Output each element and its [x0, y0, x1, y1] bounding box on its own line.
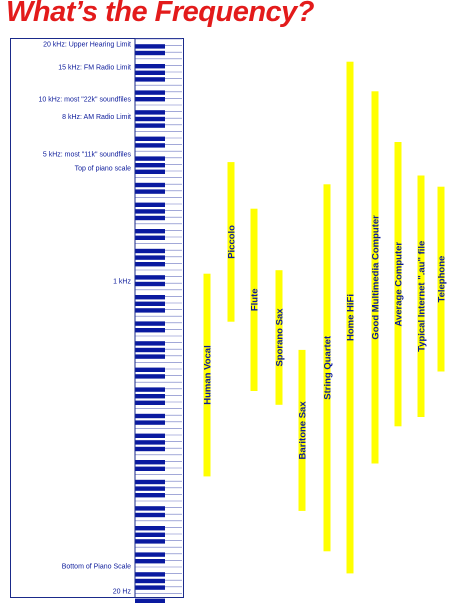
black-key	[135, 202, 165, 207]
black-key	[135, 400, 165, 405]
black-key	[135, 440, 165, 445]
black-key	[135, 552, 165, 557]
range-bar	[275, 270, 283, 405]
black-key	[135, 347, 165, 353]
black-key	[135, 466, 165, 471]
black-key	[135, 341, 165, 346]
black-key	[135, 116, 165, 122]
frequency-label: 20 Hz	[113, 589, 132, 596]
frequency-label: 15 kHz: FM Radio Limit	[58, 64, 131, 71]
black-key	[135, 446, 165, 452]
black-key	[135, 189, 165, 194]
range-label: Home HiFi	[346, 294, 357, 341]
black-key	[135, 301, 165, 306]
black-key	[135, 64, 165, 69]
black-key	[135, 585, 165, 590]
black-key	[135, 143, 165, 148]
piano-keyboard	[135, 38, 182, 603]
frequency-label: 10 kHz: most "22k" soundfiles	[38, 96, 131, 103]
black-key	[135, 182, 165, 188]
black-key	[135, 209, 165, 214]
black-key	[135, 598, 165, 603]
black-key	[135, 169, 165, 174]
range-bar	[346, 61, 354, 574]
black-key	[135, 460, 165, 465]
range-label: Baritone Sax	[298, 401, 309, 460]
black-key	[135, 328, 165, 333]
range-bar	[203, 273, 211, 477]
black-key	[135, 110, 165, 115]
range-label: Flute	[250, 288, 261, 311]
black-key	[135, 526, 165, 531]
black-key	[135, 235, 165, 240]
black-key	[135, 90, 165, 95]
black-key	[135, 262, 165, 267]
range-bar	[394, 142, 402, 427]
black-key	[135, 433, 165, 438]
range-label: Typical Internet ".au" file	[417, 241, 428, 352]
range-bar	[417, 175, 425, 417]
frequency-label: Bottom of Piano Scale	[62, 563, 131, 570]
black-key	[135, 308, 165, 313]
black-key	[135, 572, 165, 577]
range-bar	[250, 208, 258, 391]
black-key	[135, 295, 165, 300]
black-key	[135, 97, 165, 102]
frequency-label: 8 kHz: AM Radio Limit	[62, 114, 131, 121]
range-label: Telephone	[437, 256, 448, 303]
black-key	[135, 486, 165, 491]
frequency-label: 1 kHz	[113, 279, 131, 286]
black-key	[135, 532, 165, 537]
black-key	[135, 479, 165, 485]
frequency-label: Top of piano scale	[75, 165, 132, 172]
black-key	[135, 50, 165, 56]
black-key	[135, 123, 165, 128]
range-label: Sporano Sax	[275, 308, 286, 367]
black-key	[135, 136, 165, 141]
black-key	[135, 255, 165, 260]
black-key	[135, 163, 165, 168]
range-label: Good Multimedia Computer	[371, 215, 382, 340]
black-key	[135, 77, 165, 82]
black-key	[135, 387, 165, 392]
frequency-label: 20 kHz: Upper Hearing Limit	[43, 42, 131, 49]
black-key	[135, 354, 165, 359]
black-key	[135, 215, 165, 221]
range-label: Piccolo	[227, 225, 238, 259]
range-label: String Quartet	[323, 335, 334, 400]
black-key	[135, 493, 165, 498]
black-key	[135, 229, 165, 234]
black-key	[135, 506, 165, 511]
black-key	[135, 44, 165, 49]
black-key	[135, 281, 165, 287]
range-label: Human Vocal	[203, 345, 214, 404]
black-key	[135, 539, 165, 544]
black-key	[135, 559, 165, 564]
black-key	[135, 374, 165, 379]
black-key	[135, 512, 165, 518]
black-key	[135, 367, 165, 372]
black-key	[135, 321, 165, 326]
black-key	[135, 248, 165, 254]
range-bar	[298, 349, 306, 511]
black-key	[135, 70, 165, 75]
page-title: What’s the Frequency?	[6, 0, 315, 28]
black-key	[135, 156, 165, 161]
black-key	[135, 578, 165, 584]
range-bar	[227, 162, 235, 322]
range-bar	[437, 186, 445, 372]
range-label: Average Computer	[394, 242, 405, 327]
black-key	[135, 413, 165, 419]
black-key	[135, 420, 165, 425]
range-bar	[371, 91, 379, 464]
black-key	[135, 275, 165, 280]
black-key	[135, 394, 165, 399]
range-bar	[323, 184, 331, 552]
frequency-label: 5 kHz: most "11k" soundfiles	[43, 151, 132, 158]
